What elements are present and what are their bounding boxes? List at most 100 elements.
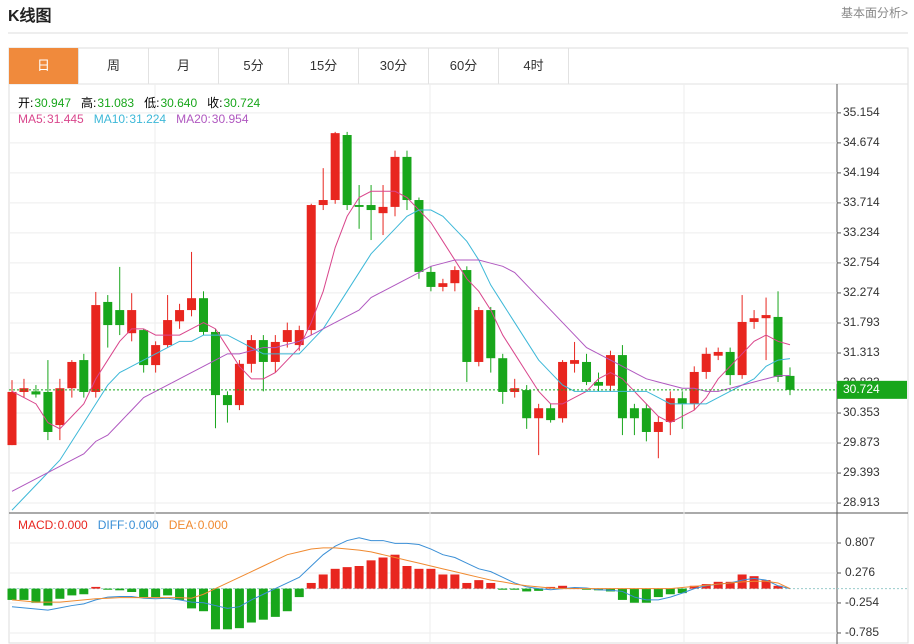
tab[interactable]: 30分: [359, 48, 429, 84]
candle-body: [785, 375, 795, 390]
info-value: 30.947: [34, 96, 72, 110]
y-tick-label: 32.754: [843, 255, 880, 269]
macd-bar: [725, 581, 735, 589]
legend-value: 0.000: [128, 518, 159, 532]
legend-name: MACD:: [18, 518, 57, 532]
candle-body: [749, 318, 759, 322]
macd-bar: [582, 588, 592, 590]
legend-item: DIFF:0.000: [98, 518, 159, 532]
macd-bar: [534, 588, 544, 591]
tab[interactable]: 5分: [219, 48, 289, 84]
y-tick-label: -0.785: [845, 625, 879, 639]
candle-body: [330, 133, 340, 201]
tab[interactable]: 周: [79, 48, 149, 84]
macd-bar: [318, 574, 328, 589]
y-tick-label: 0.276: [845, 565, 875, 579]
y-tick-label: 33.714: [843, 195, 880, 209]
y-tick-label: 31.313: [843, 345, 880, 359]
macd-bar: [246, 588, 256, 623]
y-tick-label: 28.913: [843, 495, 880, 509]
ma-line: [11, 190, 791, 430]
chart-frame: [8, 47, 909, 644]
y-tick-label: 34.194: [843, 165, 880, 179]
candle-body: [199, 298, 209, 332]
current-price-box: [837, 380, 907, 399]
macd-bar: [414, 568, 424, 589]
candle-body: [91, 305, 101, 392]
macd-bar: [175, 588, 185, 600]
legend-value: 0.000: [57, 518, 88, 532]
candle-body: [605, 355, 615, 386]
macd-bar: [438, 574, 448, 589]
legend-item: MA20:30.954: [176, 112, 248, 126]
current-price-label: 30.724: [843, 382, 880, 396]
ohlc-info: 开:30.947 高:31.083 低:30.640 收:30.724: [18, 94, 260, 111]
candle-body: [7, 391, 17, 446]
candle-body: [43, 391, 53, 432]
tab-bar: 日周月 5分 15分 30分 60分 4时: [9, 48, 569, 84]
macd-bar: [222, 588, 232, 630]
macd-bar: [701, 584, 711, 589]
tab[interactable]: 60分: [429, 48, 499, 84]
macd-line: [11, 537, 791, 611]
candle-body: [665, 398, 675, 422]
candle-body: [187, 298, 197, 311]
tab[interactable]: 日: [9, 48, 79, 84]
candle-body: [318, 200, 328, 206]
tab[interactable]: 月: [149, 48, 219, 84]
candle-body: [701, 353, 711, 372]
macd-bar: [366, 560, 376, 589]
candle-body: [474, 310, 484, 362]
info-name: 高:: [81, 96, 97, 110]
macd-bar: [450, 574, 460, 589]
candle-body: [761, 315, 771, 319]
candle-body: [31, 391, 41, 395]
candle-body: [438, 283, 448, 287]
y-tick-label: 31.793: [843, 315, 880, 329]
legend-name: DEA:: [168, 518, 197, 532]
info-item: 高:31.083: [81, 94, 134, 111]
candle-body: [342, 135, 352, 206]
y-tick-label: 33.234: [843, 225, 880, 239]
macd-bar: [402, 566, 412, 589]
macd-bar: [270, 588, 280, 617]
candle-body: [593, 381, 603, 386]
candle-body: [175, 310, 185, 322]
macd-bar: [7, 588, 17, 600]
candle-body: [19, 388, 29, 392]
macd-bar: [713, 581, 723, 589]
candle-body: [378, 206, 388, 214]
tab[interactable]: 15分: [289, 48, 359, 84]
macd-bar: [522, 588, 532, 592]
candle-body: [773, 316, 783, 377]
legend-item: MA10:31.224: [94, 112, 166, 126]
macd-legend: MACD:0.000 DIFF:0.000 DEA:0.000: [18, 518, 228, 532]
info-value: 31.083: [97, 96, 135, 110]
y-tick-label: -0.254: [845, 595, 879, 609]
candle-body: [462, 270, 472, 362]
macd-bar: [43, 588, 53, 606]
legend-item: DEA:0.000: [169, 518, 228, 532]
macd-bar: [258, 588, 268, 620]
y-tick-label: 34.674: [843, 135, 880, 149]
y-tick-label: 29.873: [843, 435, 880, 449]
macd-bar: [378, 557, 388, 589]
macd-bar: [31, 588, 41, 603]
macd-bar: [498, 588, 508, 590]
macd-bar: [653, 588, 663, 598]
info-name: 收:: [207, 96, 223, 110]
macd-bar: [462, 582, 472, 589]
candle-body: [737, 321, 747, 376]
macd-bar: [79, 588, 89, 595]
candle-body: [582, 361, 592, 382]
candle-body: [103, 301, 113, 326]
macd-bar: [665, 588, 675, 595]
macd-bar: [115, 588, 125, 591]
candle-body: [163, 320, 173, 346]
macd-bar: [617, 588, 627, 600]
tab[interactable]: 4时: [499, 48, 569, 84]
legend-item: MACD:0.000: [18, 518, 88, 532]
analysis-link[interactable]: 基本面分析>: [840, 6, 908, 20]
candle-body: [390, 156, 400, 207]
